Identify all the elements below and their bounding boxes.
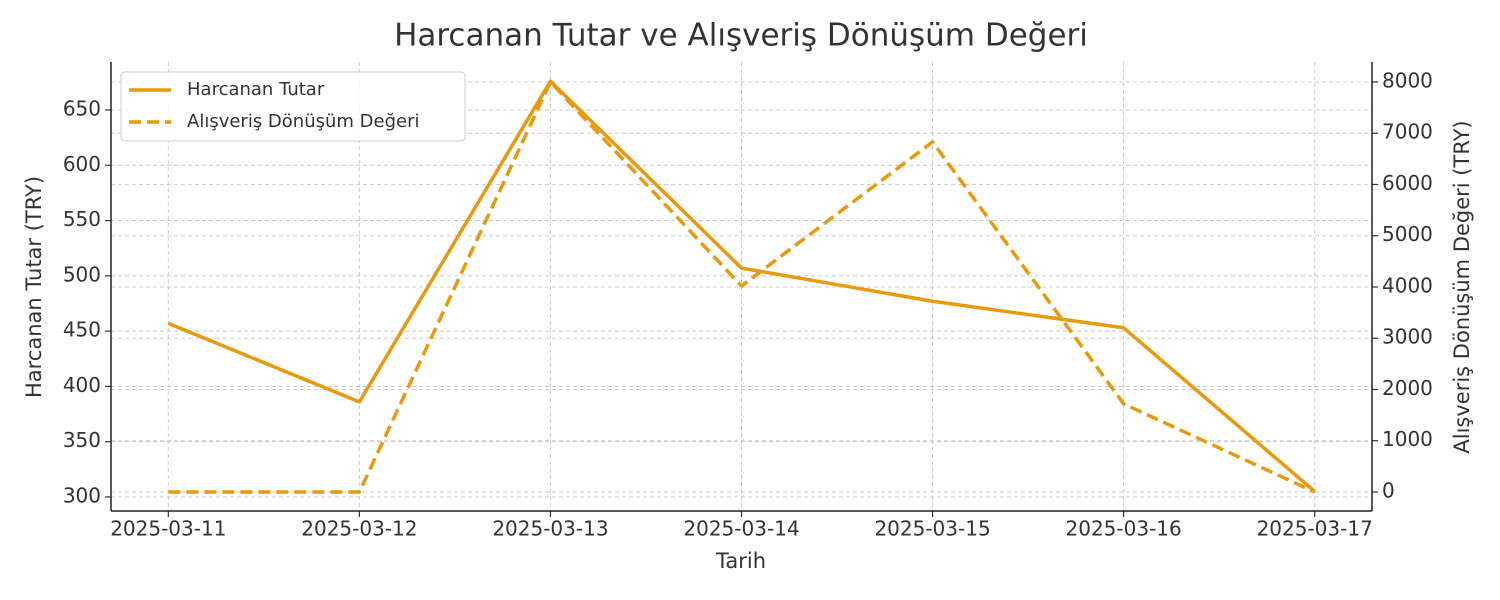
y-tick-label: 350 [63, 428, 101, 452]
legend-label: Alışveriş Dönüşüm Değeri [187, 111, 420, 132]
y2-tick-label: 1000 [1382, 427, 1433, 451]
data-line [167, 79, 1316, 493]
y-tick-label: 500 [63, 262, 101, 286]
y2-tick-label: 3000 [1382, 325, 1433, 349]
y2-tick-label: 8000 [1382, 68, 1433, 92]
x-tick-label: 2025-03-14 [683, 517, 799, 541]
x-tick-label: 2025-03-16 [1066, 517, 1182, 541]
y-tick-label: 300 [63, 483, 101, 507]
y-tick-label: 550 [63, 207, 101, 231]
x-tick-label: 2025-03-12 [301, 517, 417, 541]
y2-tick-label: 0 [1382, 478, 1395, 502]
y2-tick-label: 6000 [1382, 171, 1433, 195]
chart-title: Harcanan Tutar ve Alışveriş Dönüşüm Değe… [394, 18, 1088, 54]
y-tick-label: 400 [63, 373, 101, 397]
y2-tick-label: 2000 [1382, 376, 1433, 400]
y-tick-label: 600 [63, 152, 101, 176]
y-tick-label: 450 [63, 318, 101, 342]
y-axis-label: Harcanan Tutar (TRY) [22, 176, 46, 398]
y2-tick-label: 7000 [1382, 120, 1433, 144]
x-axis-label: Tarih [715, 549, 766, 573]
y2-tick-label: 4000 [1382, 273, 1433, 297]
x-tick-label: 2025-03-13 [492, 517, 608, 541]
x-tick-label: 2025-03-11 [110, 517, 226, 541]
y2-axis-label: Alışveriş Dönüşüm Değeri (TRY) [1450, 120, 1474, 453]
x-tick-label: 2025-03-15 [874, 517, 990, 541]
x-tick-label: 2025-03-17 [1257, 517, 1373, 541]
data-line [168, 80, 1316, 494]
legend-label: Harcanan Tutar [187, 79, 325, 100]
y2-tick-label: 5000 [1382, 222, 1433, 246]
y-tick-label: 650 [63, 96, 101, 120]
legend-box [120, 71, 466, 142]
